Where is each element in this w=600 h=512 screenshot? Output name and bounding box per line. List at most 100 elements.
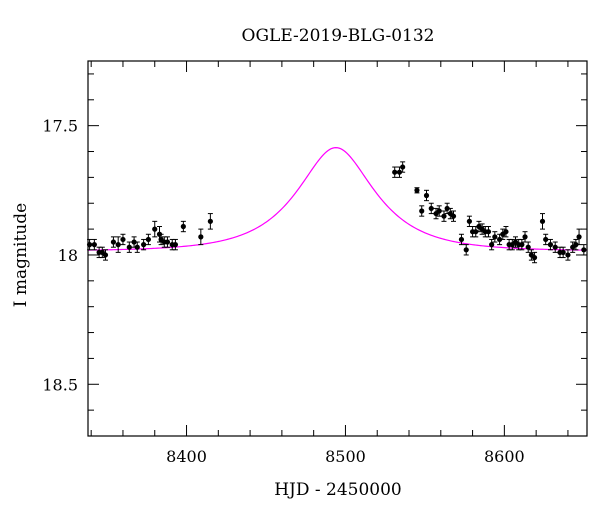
tick-labels: 8400 8500 8600 17.5 18 18.5 [42,117,524,466]
point-marker [496,236,503,243]
data-point [519,238,525,251]
point-marker [91,242,97,248]
data-point [423,189,430,202]
point-marker [441,213,447,219]
point-marker [120,236,126,243]
point-marker [519,242,525,248]
data-point [489,238,495,251]
data-point [450,210,457,222]
data-point [560,246,566,259]
data-point [436,205,442,217]
data-point [441,210,447,222]
data-point [126,241,132,253]
point-marker [492,234,498,240]
point-marker [522,234,528,240]
point-marker [392,169,398,175]
point-marker [126,244,132,250]
point-marker [419,208,425,214]
data-point [463,244,469,256]
point-marker [547,242,554,248]
point-marker [473,229,479,235]
point-marker [152,226,158,232]
data-point [458,233,465,246]
point-marker [450,213,457,219]
point-marker [444,205,450,212]
point-marker [458,236,465,243]
point-marker [131,239,137,245]
point-marker [423,192,430,199]
point-marker [207,218,213,224]
point-marker [115,242,121,248]
data-point [531,251,538,264]
data-point [552,241,558,253]
data-point [547,238,554,251]
data-point [428,202,434,215]
data-point [543,233,549,246]
data-point [573,238,579,251]
point-marker [485,229,492,235]
data-point [522,231,528,243]
point-marker [172,242,179,248]
y-tick-label: 18.5 [42,375,78,394]
plot-frame [87,60,588,437]
point-marker [198,234,204,240]
data-point [91,238,97,251]
data-point [172,238,179,251]
data-point [525,241,531,253]
point-marker [531,254,538,261]
point-marker [581,247,587,253]
data-point [576,228,582,246]
data-point [539,213,546,230]
data-point [496,233,503,246]
point-marker [552,244,558,250]
data-point [444,202,450,215]
point-marker [525,244,531,250]
y-axis-label: I magnitude [11,203,31,307]
point-marker [489,242,495,248]
x-axis-label: HJD - 2450000 [274,480,402,500]
data-point [492,231,498,243]
data-points-layer [86,161,587,264]
point-marker [573,242,579,248]
data-point [141,238,147,251]
point-marker [145,236,151,243]
point-marker [543,236,549,243]
point-marker [436,208,442,214]
data-point [152,220,158,238]
y-tick-label: 17.5 [42,117,78,136]
data-point [419,205,425,217]
data-point [565,249,571,261]
point-marker [102,252,109,258]
model-curve [87,147,588,251]
point-marker [134,244,140,250]
data-point [198,228,204,246]
data-point [392,166,398,178]
x-tick-label: 8500 [325,447,366,466]
y-tick-label: 18 [58,246,78,265]
point-marker [539,218,546,224]
data-point [485,226,492,238]
point-marker [463,247,469,253]
data-point [145,233,151,246]
point-marker [428,205,434,212]
data-point [570,241,576,253]
point-marker [110,239,117,245]
data-point [400,161,406,173]
point-marker [560,249,566,255]
data-point [131,236,137,248]
point-marker [180,223,186,230]
point-marker [466,218,473,224]
data-point [110,236,117,248]
data-point [115,236,121,253]
point-marker [164,239,171,245]
x-tick-label: 8400 [166,447,207,466]
point-marker [565,252,571,258]
chart-title: OGLE-2019-BLG-0132 [242,26,435,46]
point-marker [396,169,403,175]
point-marker [141,242,147,248]
data-point [120,233,126,246]
point-marker [400,164,406,170]
data-point [503,226,509,238]
data-point [396,166,403,178]
